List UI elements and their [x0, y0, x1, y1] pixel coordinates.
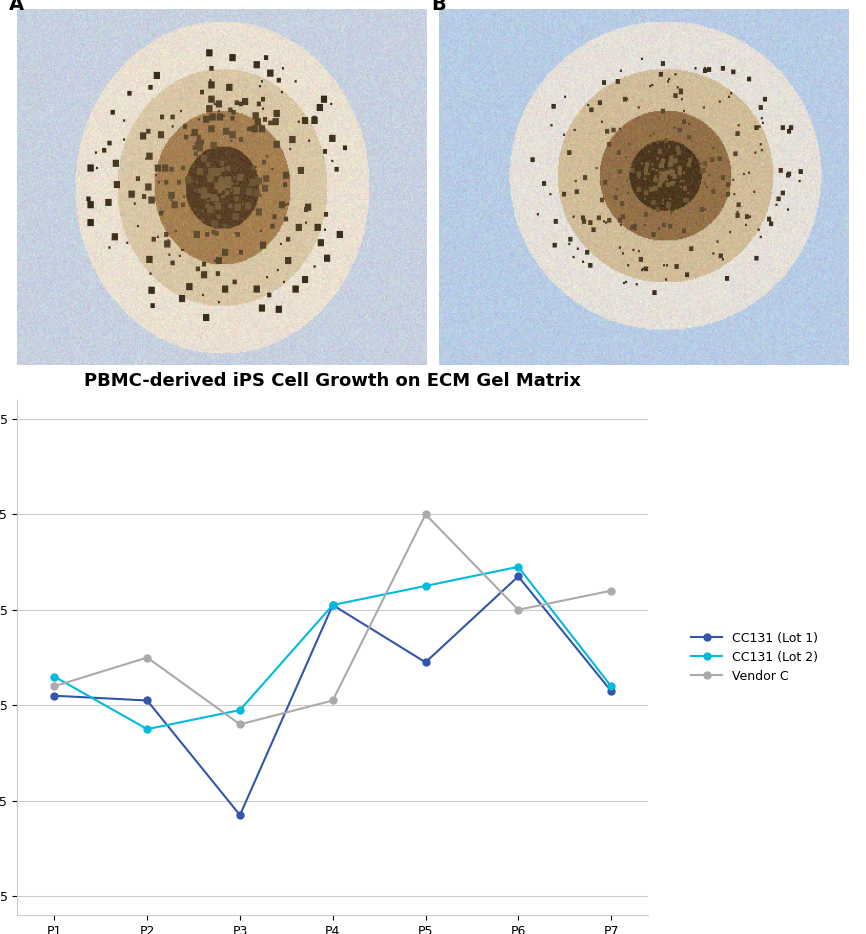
CC131 (Lot 1) — [327, 600, 338, 611]
CC131 (Lot 2) — [420, 580, 430, 591]
Text: B: B — [431, 0, 446, 14]
CC131 (Lot 1) — [513, 571, 523, 582]
CC131 (Lot 1) — [606, 686, 617, 697]
CC131 (Lot 2) — [49, 671, 60, 682]
CC131 (Lot 2) — [327, 600, 338, 611]
CC131 (Lot 1) — [235, 810, 245, 821]
Title: PBMC-derived iPS Cell Growth on ECM Gel Matrix: PBMC-derived iPS Cell Growth on ECM Gel … — [84, 372, 581, 389]
Line: CC131 (Lot 2): CC131 (Lot 2) — [51, 563, 615, 732]
Vendor C — [420, 509, 430, 520]
CC131 (Lot 1) — [420, 657, 430, 668]
Legend: CC131 (Lot 1), CC131 (Lot 2), Vendor C: CC131 (Lot 1), CC131 (Lot 2), Vendor C — [686, 627, 824, 688]
Vendor C — [606, 585, 617, 596]
Text: C: C — [17, 400, 32, 418]
Text: A: A — [10, 0, 24, 14]
CC131 (Lot 2) — [142, 724, 152, 735]
Vendor C — [49, 681, 60, 692]
CC131 (Lot 2) — [235, 704, 245, 715]
Vendor C — [235, 719, 245, 730]
Line: Vendor C: Vendor C — [51, 511, 615, 728]
CC131 (Lot 2) — [513, 561, 523, 573]
Vendor C — [142, 652, 152, 663]
Vendor C — [513, 604, 523, 616]
CC131 (Lot 1) — [142, 695, 152, 706]
CC131 (Lot 1) — [49, 690, 60, 701]
CC131 (Lot 2) — [606, 681, 617, 692]
Vendor C — [327, 695, 338, 706]
Line: CC131 (Lot 1): CC131 (Lot 1) — [51, 573, 615, 818]
